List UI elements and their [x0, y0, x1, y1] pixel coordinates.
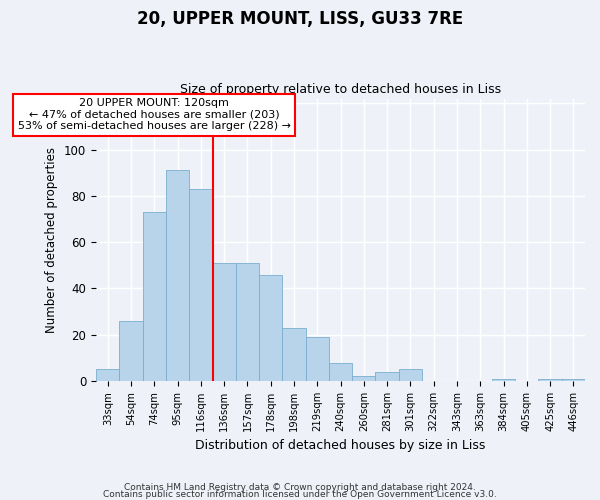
Title: Size of property relative to detached houses in Liss: Size of property relative to detached ho… [180, 83, 501, 96]
Bar [538, 379, 562, 381]
Text: 20 UPPER MOUNT: 120sqm
← 47% of detached houses are smaller (203)
53% of semi-de: 20 UPPER MOUNT: 120sqm ← 47% of detached… [18, 98, 291, 132]
Bar [399, 370, 422, 381]
Bar [329, 362, 352, 381]
Text: 20, UPPER MOUNT, LISS, GU33 7RE: 20, UPPER MOUNT, LISS, GU33 7RE [137, 10, 463, 28]
Y-axis label: Number of detached properties: Number of detached properties [46, 147, 58, 333]
Text: Contains public sector information licensed under the Open Government Licence v3: Contains public sector information licen… [103, 490, 497, 499]
Bar [96, 370, 119, 381]
X-axis label: Distribution of detached houses by size in Liss: Distribution of detached houses by size … [196, 440, 486, 452]
Bar [376, 372, 399, 381]
Bar [189, 189, 212, 381]
Bar [166, 170, 189, 381]
Bar [236, 263, 259, 381]
Bar [119, 321, 143, 381]
Bar [352, 376, 376, 381]
Bar [212, 263, 236, 381]
Bar [259, 274, 283, 381]
Bar [562, 379, 585, 381]
Bar [143, 212, 166, 381]
Bar [492, 379, 515, 381]
Bar [283, 328, 305, 381]
Bar [305, 337, 329, 381]
Text: Contains HM Land Registry data © Crown copyright and database right 2024.: Contains HM Land Registry data © Crown c… [124, 484, 476, 492]
